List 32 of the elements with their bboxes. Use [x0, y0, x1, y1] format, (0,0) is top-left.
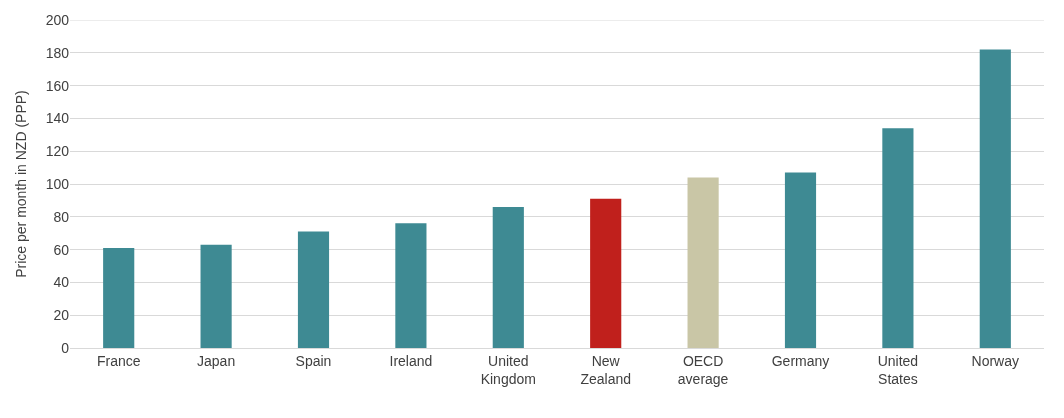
x-tick-label: Ireland	[389, 352, 433, 369]
y-tick-label: 160	[45, 77, 70, 94]
y-tick-label: 60	[53, 241, 70, 258]
y-tick-label: 40	[53, 274, 70, 291]
bar	[882, 128, 914, 348]
y-tick-label: 0	[61, 339, 70, 356]
x-tick-label: Norway	[971, 352, 1020, 369]
x-tick-label: New Zealand	[580, 352, 631, 387]
bar	[103, 247, 135, 348]
y-tick-label: 120	[45, 143, 70, 160]
x-tick-label: Spain	[295, 352, 332, 369]
bar	[687, 177, 719, 348]
y-tick-label: 100	[45, 175, 70, 192]
y-tick-label: 180	[45, 44, 70, 61]
y-axis-title: Price per month in NZD (PPP)	[13, 90, 30, 278]
y-tick-label: 200	[45, 11, 70, 28]
bar	[590, 198, 622, 348]
bar	[297, 231, 330, 348]
x-tick-label: United Kingdom	[480, 352, 536, 387]
y-tick-label: 80	[53, 208, 70, 225]
bar	[979, 49, 1011, 348]
x-tick-label: Japan	[197, 352, 236, 369]
x-tick-label: France	[96, 352, 141, 369]
x-tick-label: United States	[877, 352, 919, 387]
x-tick-label: Germany	[771, 352, 830, 369]
x-tick-label: OECD average	[677, 352, 729, 387]
y-tick-label: 140	[45, 110, 70, 127]
bar	[784, 172, 817, 348]
bar	[395, 223, 427, 348]
y-tick-label: 20	[53, 307, 70, 324]
bar	[492, 206, 524, 348]
bar	[200, 244, 232, 348]
